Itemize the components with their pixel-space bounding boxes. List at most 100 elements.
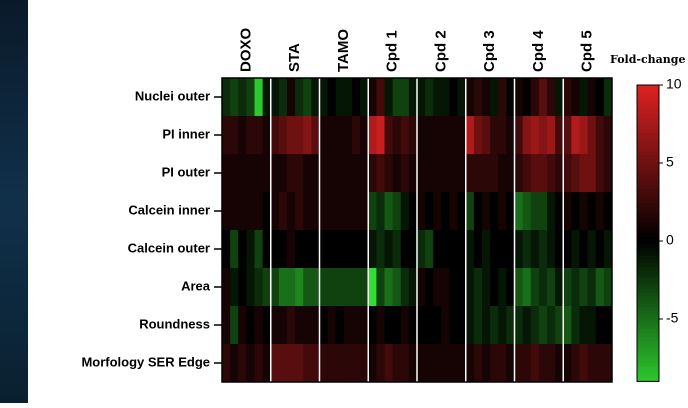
heatmap-cell [238, 116, 247, 155]
heatmap-cell [344, 230, 353, 269]
heatmap-cell [474, 78, 483, 117]
colorbar-slice [637, 281, 659, 285]
heatmap-cell [531, 306, 540, 345]
colorbar-slice [637, 111, 659, 115]
heatmap-cell [498, 230, 507, 269]
heatmap-cell [433, 230, 442, 269]
heatmap-cell [376, 154, 385, 193]
heatmap-cell [336, 306, 345, 345]
heatmap-cell [279, 268, 288, 307]
row-label: Area [181, 278, 211, 293]
heatmap-cell [271, 306, 280, 345]
heatmap-cell [328, 230, 337, 269]
heatmap-cell [506, 154, 515, 193]
heatmap-cell [376, 192, 385, 231]
heatmap-cell [385, 268, 394, 307]
heatmap-cell [571, 192, 580, 231]
colorbar-slice [637, 218, 659, 222]
heatmap-cell [482, 306, 491, 345]
group-label: DOXO [237, 27, 254, 72]
heatmap-cell [328, 306, 337, 345]
heatmap-cell [506, 78, 515, 117]
heatmap-cell [580, 268, 589, 307]
heatmap-cell [539, 192, 548, 231]
colorbar-slice [637, 174, 659, 178]
heatmap-cell [376, 78, 385, 117]
heatmap-cell [523, 268, 532, 307]
heatmap-cell [328, 116, 337, 155]
heatmap-cell [604, 268, 613, 307]
heatmap-cell [425, 268, 434, 307]
heatmap-cell [433, 78, 442, 117]
heatmap-cell [571, 116, 580, 155]
colorbar-slice [637, 100, 659, 104]
heatmap-cell [490, 154, 499, 193]
colorbar-slice [637, 374, 659, 378]
heatmap-cell [368, 268, 377, 307]
heatmap-cell [344, 306, 353, 345]
colorbar-slice [637, 141, 659, 145]
heatmap-cell [328, 154, 337, 193]
heatmap-cell [271, 154, 280, 193]
heatmap-cell [336, 268, 345, 307]
heatmap-cell [360, 78, 369, 117]
heatmap-cell [474, 192, 483, 231]
colorbar-slice [637, 348, 659, 352]
heatmap-cell [596, 268, 605, 307]
heatmap-cell [336, 230, 345, 269]
heatmap-cell [230, 116, 239, 155]
heatmap-cell [295, 192, 304, 231]
heatmap-cell [425, 116, 434, 155]
heatmap-cell [336, 116, 345, 155]
heatmap-cell [425, 192, 434, 231]
colorbar-slice [637, 318, 659, 322]
heatmap-cell [466, 116, 475, 155]
heatmap-cell [604, 192, 613, 231]
heatmap-cell [506, 344, 515, 383]
heatmap-cell [571, 306, 580, 345]
heatmap-cell [279, 344, 288, 383]
heatmap-cell [417, 306, 426, 345]
colorbar-slice [637, 274, 659, 278]
heatmap-cell [474, 344, 483, 383]
heatmap-cell [450, 306, 459, 345]
colorbar-slice [637, 322, 659, 326]
heatmap-cell [425, 344, 434, 383]
heatmap-cell [376, 344, 385, 383]
heatmap-cell [531, 154, 540, 193]
heatmap-cell [222, 268, 231, 307]
heatmap-cell [246, 306, 255, 345]
heatmap-cell [531, 344, 540, 383]
row-label: Morfology SER Edge [81, 354, 210, 369]
heatmap-cell [230, 306, 239, 345]
heatmap-cell [401, 78, 410, 117]
colorbar-slice [637, 211, 659, 215]
colorbar-slice [637, 89, 659, 93]
heatmap-cell [376, 268, 385, 307]
heatmap-cell [588, 78, 597, 117]
heatmap-cell [588, 344, 597, 383]
heatmap-cell [328, 268, 337, 307]
colorbar-slice [637, 200, 659, 204]
heatmap-cell [466, 306, 475, 345]
heatmap-cell [450, 154, 459, 193]
heatmap-cell [287, 230, 296, 269]
heatmap-cell [344, 344, 353, 383]
heatmap-cell [490, 230, 499, 269]
heatmap-cell [547, 116, 556, 155]
heatmap-cell [555, 344, 564, 383]
heatmap-cell [563, 154, 572, 193]
heatmap-cell [352, 154, 361, 193]
heatmap-cell [506, 192, 515, 231]
heatmap-cell [344, 154, 353, 193]
heatmap-cell [515, 78, 524, 117]
heatmap-cell [531, 192, 540, 231]
colorbar-slice [637, 222, 659, 226]
heatmap-cell [571, 344, 580, 383]
heatmap-cell [246, 230, 255, 269]
heatmap-cell [230, 192, 239, 231]
heatmap-cell [588, 306, 597, 345]
heatmap-cell [295, 116, 304, 155]
group-label: Cpd 1 [384, 30, 401, 72]
heatmap-cell [279, 306, 288, 345]
